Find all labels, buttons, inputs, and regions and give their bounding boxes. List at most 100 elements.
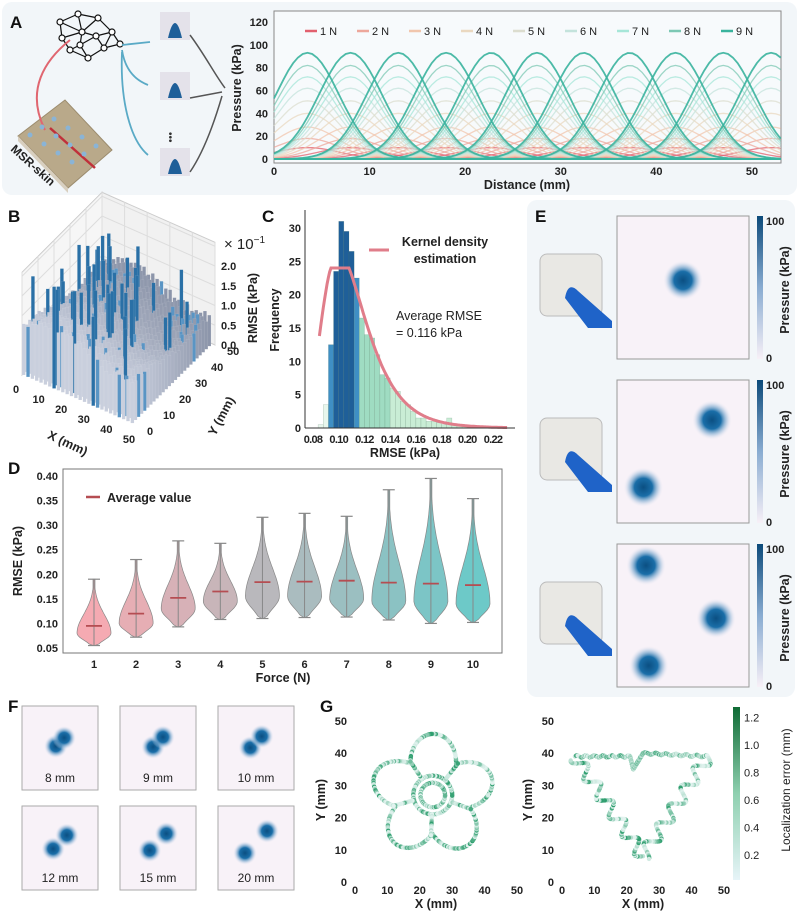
y-tick-label: 40 — [542, 748, 554, 760]
legend-label: 6 N — [580, 26, 597, 38]
x-tick-label: 0 — [271, 166, 277, 178]
rmse-bar — [104, 371, 109, 412]
x-tick-label: 1 — [91, 659, 97, 671]
rmse-histogram: 0.08 0.10 0.12 0.14 0.16 0.18 0.20 0.22 0 5 10 15 20… — [268, 210, 515, 460]
y-tick-label: 25 — [289, 256, 301, 268]
rmse-bar — [126, 379, 130, 422]
x-tick-label: 30 — [653, 885, 665, 897]
trajectory-point — [450, 793, 455, 798]
colorbar — [733, 707, 740, 880]
output-arrow-2 — [121, 49, 149, 86]
rmse-bar — [145, 368, 150, 408]
y-axis-label: Y (mm) — [521, 779, 535, 821]
y-tick-label: 0 — [295, 423, 301, 435]
x-tick-label: 10 — [363, 166, 375, 178]
x-tick-label: 6 — [301, 659, 307, 671]
histogram-bar — [374, 354, 381, 429]
panel-label-b: B — [8, 207, 20, 226]
y-tick-label: 0 — [341, 877, 347, 889]
rmse-bar — [201, 320, 205, 353]
x-tick-label: 5 — [259, 659, 265, 671]
histogram-bar — [343, 231, 350, 429]
rmse-bar — [82, 348, 87, 403]
contact-blob — [255, 818, 280, 843]
contact-blob — [696, 598, 736, 639]
y-tick-label: 10 — [289, 356, 301, 368]
y-tick-label: 30 — [542, 780, 554, 792]
rmse-bar — [74, 343, 78, 399]
sensor-dot — [79, 134, 85, 140]
x-tick-label: 10 — [381, 885, 393, 897]
rmse-bar — [26, 326, 30, 378]
neural-network-icon — [56, 10, 124, 62]
rmse-bar — [207, 314, 212, 347]
x-axis-label: X (mm) — [622, 897, 664, 911]
y-tick-label: 30 — [335, 780, 347, 792]
histogram-bar — [323, 404, 329, 429]
colorbar-min-label: 0 — [766, 681, 772, 693]
rmse-bar — [179, 345, 184, 374]
resolution-tile: 12 mm — [21, 805, 99, 891]
rmse-bar — [56, 332, 61, 391]
rmse-bar — [21, 323, 26, 376]
rmse-bar — [78, 343, 83, 401]
x-tick-label: 0.18 — [432, 434, 451, 446]
pressure-map — [217, 805, 295, 891]
rmse-3d-bar-chart: 0.0 0.5 1.0 1.5 2.0 0 10 20 30 40 50 0 10 20 30 40 50 × … — [13, 191, 265, 459]
y-tick-label: 100 — [250, 40, 268, 52]
panel-label-e: E — [535, 207, 546, 226]
colorbar-label: Localization error (mm) — [779, 728, 793, 851]
network-node — [58, 34, 66, 42]
y-tick-label: 0.05 — [37, 643, 58, 655]
sensor-dot — [53, 133, 59, 139]
rmse-violin-chart: 1 2 3 4 5 6 7 8 9 10 0.05 0.10 0.15 0.20 0.25 0.30 0.35 0… — [11, 468, 503, 685]
y-tick-label: 50 — [542, 716, 554, 728]
x-tick-label: 7 — [344, 659, 350, 671]
contact-blob — [628, 645, 669, 686]
colorbar-tick-label: 0.2 — [744, 850, 759, 862]
x-tick-label: 0.16 — [407, 434, 426, 446]
x-tick-label: 30 — [555, 166, 567, 178]
rmse-bar — [148, 364, 153, 405]
trajectory-plot-flower: 0 10 20 30 40 50 0 10 20 30 40 50 X (mm) Y (mm) — [314, 716, 523, 911]
grid-line — [21, 195, 216, 277]
y-tick-label: 0.40 — [37, 471, 58, 483]
z-scale-label: × 10−1 — [224, 235, 265, 253]
resolution-tile: 15 mm — [119, 805, 197, 891]
legend-label: 1 N — [320, 26, 337, 38]
input-arrow — [35, 39, 71, 131]
hand-photo-1 — [539, 253, 612, 328]
histogram-bar — [359, 317, 365, 429]
y-tick-label: 40 — [256, 108, 268, 120]
y-tick-label: 0.20 — [37, 569, 58, 581]
rmse-bar — [113, 371, 117, 416]
colorbar-tick-label: 0.4 — [744, 823, 759, 835]
x-tick-label: 50 — [746, 166, 758, 178]
z-tick-label: 1.0 — [221, 301, 236, 313]
colorbar-label: Pressure (kPa) — [778, 574, 792, 662]
z-tick-label: 0.5 — [221, 320, 236, 332]
colorbar-max-label: 100 — [766, 380, 784, 392]
sensor-dot — [41, 141, 47, 147]
colorbar-max-label: 100 — [766, 216, 784, 228]
legend-label: 4 N — [476, 26, 493, 38]
resolution-tile: 20 mm — [217, 805, 295, 891]
sensor-dot — [27, 132, 33, 138]
legend-kde-label-line2: estimation — [414, 252, 477, 266]
x-tick-label: 10 — [467, 659, 479, 671]
legend-label: 2 N — [372, 26, 389, 38]
grid-line — [21, 215, 216, 297]
trajectory-point — [428, 833, 434, 838]
x-axis-label: Distance (mm) — [484, 178, 570, 192]
trajectory-plot-triangle: 0 10 20 30 40 50 0 10 20 30 40 50 X (mm) Y (mm) — [521, 716, 730, 911]
y-axis-label: RMSE (kPa) — [11, 526, 25, 596]
rmse-bar — [30, 324, 35, 379]
rmse-bar — [108, 374, 113, 414]
y-tick-label: 10 — [163, 410, 175, 422]
x-tick-label: 20 — [55, 404, 67, 416]
rmse-bar — [152, 362, 156, 402]
rmse-bar — [176, 350, 181, 378]
x-tick-label: 10 — [588, 885, 600, 897]
x-tick-label: 0.08 — [304, 434, 323, 446]
histogram-bar — [410, 411, 417, 429]
